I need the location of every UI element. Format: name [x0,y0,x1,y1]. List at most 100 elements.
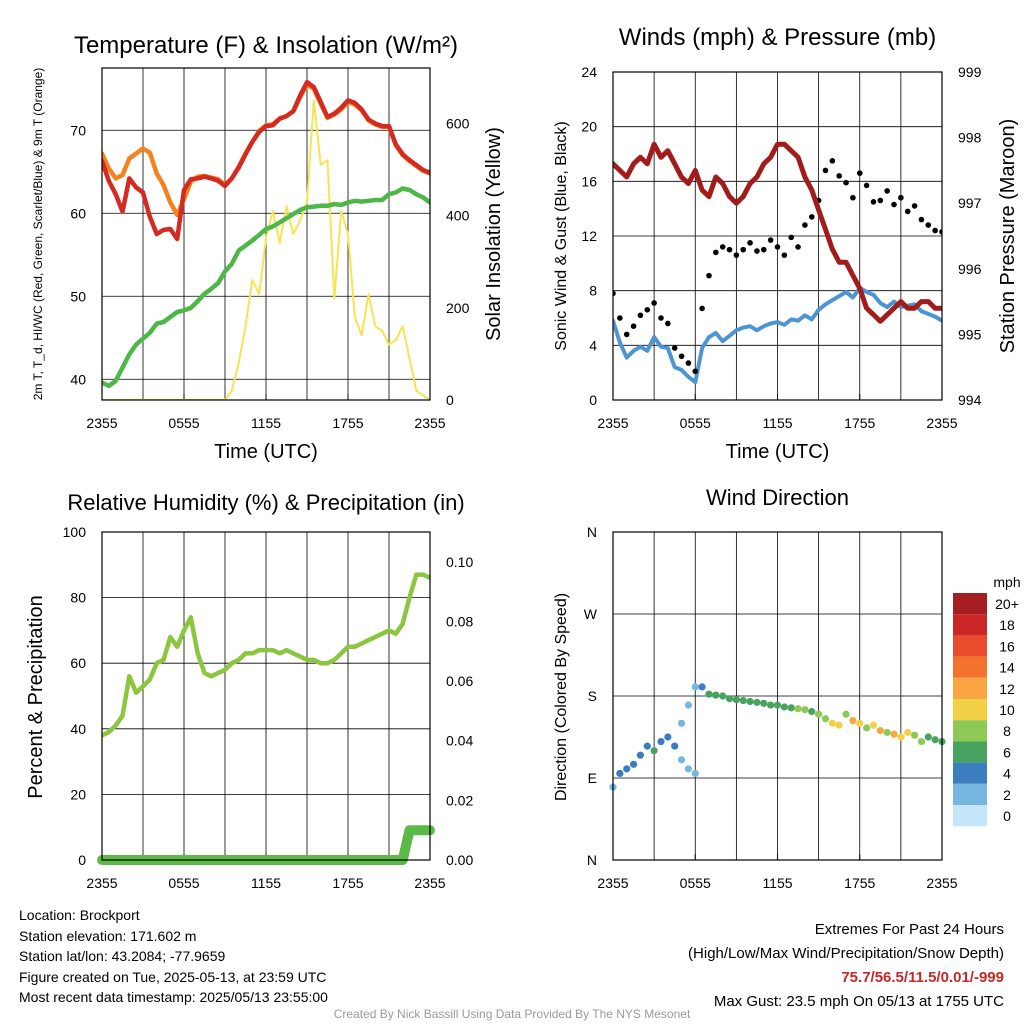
station-info: Location: Brockport Station elevation: 1… [19,905,328,1008]
humidity-ytick2-label: 0.04 [446,733,473,749]
winddir-point [732,696,740,704]
gust-point [613,290,616,297]
temperature-xtick-label: 1755 [332,415,363,431]
temperature-ytick-label: 60 [70,205,86,221]
legend-title: mph [993,574,1020,590]
winds-ytick2-label: 996 [958,261,982,277]
gust-point [706,272,712,279]
temperature-series [102,79,430,400]
winddir-point [780,703,788,711]
winddir-point [705,690,713,698]
winddir-point [849,717,857,725]
gust-point [850,194,856,201]
winds-ylabel2: Station Pressure (Maroon) [997,119,1019,354]
winds-ytick-label: 20 [581,119,597,135]
winddir-point [616,769,624,778]
latlon-text: Station lat/lon: 43.2084; -77.9659 [19,948,226,964]
gust-point [623,331,630,338]
gust-point [932,227,938,234]
humidity-ytick-label: 20 [70,786,86,802]
humidity-xtick-label: 1155 [251,875,281,891]
gust-point [665,320,671,327]
legend-label: 12 [999,681,1015,697]
winds-xtick-label: 0555 [680,415,711,431]
winds-ytick2-label: 997 [958,195,982,211]
temperature-series-green [102,186,430,389]
temperature-ylabel: 2m T, T_d, HI/WC (Red, Green, Scarlet/Bl… [31,68,45,401]
legend-swatch [953,593,987,615]
gust-point [754,248,760,254]
winddir-point [842,710,850,718]
winds-plot-frame [612,71,943,401]
humidity-ytick-label: 0 [78,852,86,868]
legend-swatch [953,677,987,699]
temperature-plot-frame [101,67,431,401]
winds-ytick2-label: 995 [958,326,982,342]
winddir-point [917,737,926,746]
winddir-point [677,756,686,764]
gust-point [733,252,740,258]
humidity-xtick-label: 1755 [332,875,363,891]
gust-point [891,201,897,208]
winds-xtick-label: 1155 [762,415,792,431]
winddir-point [677,719,686,727]
legend-swatch [953,635,987,657]
winddir-point [794,705,802,713]
winddir-point [767,701,775,709]
winddir-point [712,691,720,699]
winddir-point [760,699,768,707]
gust-point [795,244,801,250]
legend-swatch [953,720,987,742]
gust-point [822,167,829,174]
humidity-ytick2-label: 0.10 [446,554,473,570]
winddir-title: Wind Direction [706,485,849,510]
temperature-ytick2-label: 0 [446,392,454,408]
winddir-point [691,769,699,778]
humidity-xtick-label: 0555 [168,875,199,891]
winds-ytick-label: 12 [581,228,597,244]
gust-point [808,214,815,220]
temperature-ytick2-label: 400 [446,208,470,224]
gust-point [685,360,692,366]
winddir-point [719,692,727,700]
winds-xtick-label: 2355 [926,415,957,431]
winds-ylabel: Sonic Wind & Gust (Blue, Black) [553,121,570,350]
created-text: Figure created on Tue, 2025-05-13, at 23… [19,968,327,985]
winddir-point [856,719,864,727]
legend-swatch [953,783,987,805]
legend-swatch [953,656,987,678]
winddir-point [691,683,699,691]
humidity-panel: Relative Humidity (%) & Precipitation (i… [25,490,473,891]
humidity-ytick2-label: 0.02 [446,792,473,808]
gust-point [877,197,884,204]
legend-label: 0 [1003,808,1011,824]
winddir-ytick-label: S [588,688,597,704]
gust-point [671,345,678,351]
winds-xtick-label: 1755 [844,415,875,431]
gust-point [843,179,849,186]
gust-point [863,182,870,189]
temperature-xtick-label: 2355 [86,415,117,431]
winddir-point [869,721,878,729]
winds-xtick-label: 2355 [597,415,628,431]
winddir-point [671,742,679,750]
gust-point [884,188,890,194]
gust-point [760,246,767,253]
humidity-xtick-label: 2355 [414,875,445,891]
humidity-ylabel: Percent & Precipitation [25,595,47,798]
winds-ytick-label: 4 [589,337,597,353]
legend-label: 6 [1003,744,1011,760]
winds-series [613,141,942,385]
legend-label: 14 [999,660,1015,676]
temperature-xtick-label: 2355 [414,415,445,431]
winddir-point [904,728,912,737]
gust-point [836,173,842,179]
gust-point [939,229,942,235]
gust-point [781,252,788,258]
winddir-point [931,736,939,744]
gust-point [747,240,753,246]
winddir-point [636,751,645,759]
elevation-text: Station elevation: 171.602 m [19,927,197,944]
legend-swatch [953,699,987,721]
